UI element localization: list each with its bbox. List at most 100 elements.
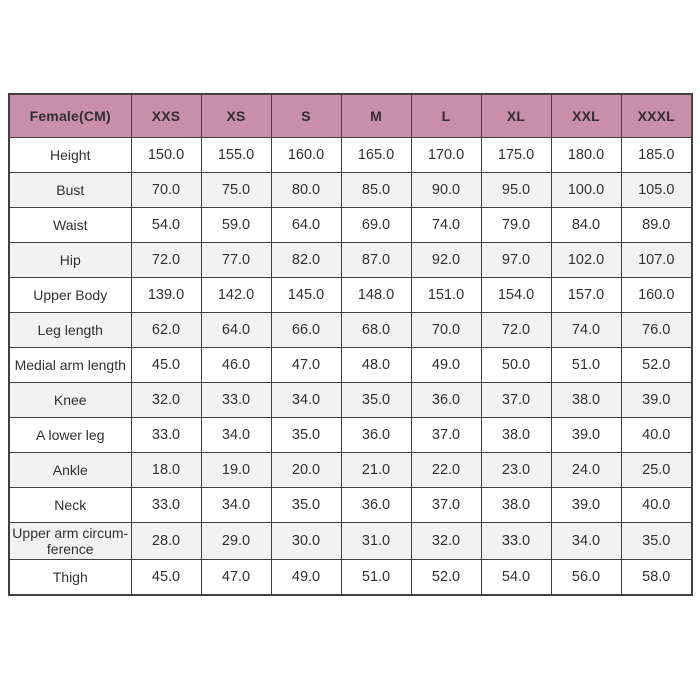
measurement-value-cell: 64.0 [270,207,342,243]
measurement-value-cell: 36.0 [410,382,482,418]
size-column-header: M [340,93,412,138]
table-row: Ankle 18.0 19.0 20.0 21.0 22.0 23.0 24.0 25.0 [8,452,693,488]
measurement-value-cell: 79.0 [480,207,552,243]
measurement-value-cell: 20.0 [270,452,342,488]
measurement-value-cell: 45.0 [130,347,202,383]
measurement-value-cell: 54.0 [480,559,552,596]
measurement-row-label: Bust [8,172,132,208]
measurement-row-label: Leg length [8,312,132,348]
measurement-value-cell: 52.0 [620,347,693,383]
measurement-value-cell: 68.0 [340,312,412,348]
measurement-value-cell: 154.0 [480,277,552,313]
measurement-value-cell: 64.0 [200,312,272,348]
table-row: Hip 72.0 77.0 82.0 87.0 92.0 97.0 102.0 107.0 [8,242,693,278]
measurement-value-cell: 35.0 [270,487,342,523]
table-body: Height 150.0 155.0 160.0 165.0 170.0 175.0 180.… [8,137,693,596]
measurement-value-cell: 180.0 [550,137,622,173]
measurement-value-cell: 160.0 [620,277,693,313]
size-column-header: XXXL [620,93,693,138]
measurement-value-cell: 170.0 [410,137,482,173]
female-size-chart-table: Female(CM) XXS XS S M L XL XXL XXXL Height 150.0 1… [8,93,693,596]
measurement-value-cell: 22.0 [410,452,482,488]
measurement-value-cell: 150.0 [130,137,202,173]
measurement-value-cell: 36.0 [340,487,412,523]
measurement-value-cell: 34.0 [200,417,272,453]
measurement-value-cell: 95.0 [480,172,552,208]
table-header-row: Female(CM) XXS XS S M L XL XXL XXXL [8,93,693,138]
measurement-value-cell: 139.0 [130,277,202,313]
measurement-value-cell: 70.0 [130,172,202,208]
measurement-value-cell: 40.0 [620,487,693,523]
measurement-value-cell: 80.0 [270,172,342,208]
measurement-value-cell: 76.0 [620,312,693,348]
measurement-value-cell: 34.0 [200,487,272,523]
size-column-header: XS [200,93,272,138]
measurement-row-label: Upper Body [8,277,132,313]
measurement-value-cell: 31.0 [340,521,412,561]
measurement-row-label: Upper arm circum- ference [8,521,132,561]
measurement-value-cell: 160.0 [270,137,342,173]
measurement-value-cell: 33.0 [480,521,552,561]
measurement-value-cell: 28.0 [130,521,202,561]
measurement-value-cell: 37.0 [410,417,482,453]
measurement-value-cell: 84.0 [550,207,622,243]
measurement-value-cell: 62.0 [130,312,202,348]
measurement-value-cell: 92.0 [410,242,482,278]
measurement-value-cell: 151.0 [410,277,482,313]
measurement-row-label: Medial arm length [8,347,132,383]
measurement-value-cell: 45.0 [130,559,202,596]
measurement-value-cell: 37.0 [410,487,482,523]
measurement-value-cell: 51.0 [340,559,412,596]
table-row: Upper arm circum- ference 28.0 29.0 30.0 31.… [8,521,693,561]
measurement-value-cell: 35.0 [340,382,412,418]
table-row: Thigh 45.0 47.0 49.0 51.0 52.0 54.0 56.0 58.0 [8,559,693,596]
measurement-value-cell: 72.0 [130,242,202,278]
measurement-value-cell: 39.0 [550,487,622,523]
measurement-value-cell: 175.0 [480,137,552,173]
table-header: Female(CM) XXS XS S M L XL XXL XXXL [8,93,693,138]
measurement-value-cell: 74.0 [550,312,622,348]
measurement-value-cell: 25.0 [620,452,693,488]
measurement-value-cell: 35.0 [270,417,342,453]
measurement-row-label: A lower leg [8,417,132,453]
measurement-value-cell: 59.0 [200,207,272,243]
measurement-value-cell: 29.0 [200,521,272,561]
measurement-value-cell: 77.0 [200,242,272,278]
measurement-value-cell: 56.0 [550,559,622,596]
measurement-value-cell: 39.0 [550,417,622,453]
size-column-header: XXL [550,93,622,138]
measurement-value-cell: 34.0 [270,382,342,418]
measurement-value-cell: 74.0 [410,207,482,243]
table-row: Waist 54.0 59.0 64.0 69.0 74.0 79.0 84.0 89.0 [8,207,693,243]
measurement-value-cell: 105.0 [620,172,693,208]
measurement-value-cell: 34.0 [550,521,622,561]
table-row: Knee 32.0 33.0 34.0 35.0 36.0 37.0 38.0 39.0 [8,382,693,418]
size-column-header: XXS [130,93,202,138]
measurement-row-label: Ankle [8,452,132,488]
size-column-header: XL [480,93,552,138]
measurement-row-label: Hip [8,242,132,278]
table-row: Medial arm length 45.0 46.0 47.0 48.0 49.0 50.… [8,347,693,383]
measurement-value-cell: 155.0 [200,137,272,173]
measurement-value-cell: 51.0 [550,347,622,383]
measurement-value-cell: 145.0 [270,277,342,313]
measurement-value-cell: 107.0 [620,242,693,278]
measurement-value-cell: 82.0 [270,242,342,278]
measurement-row-label: Waist [8,207,132,243]
measurement-value-cell: 75.0 [200,172,272,208]
measurement-value-cell: 33.0 [130,487,202,523]
measurement-value-cell: 90.0 [410,172,482,208]
measurement-value-cell: 48.0 [340,347,412,383]
measurement-value-cell: 47.0 [270,347,342,383]
measurement-value-cell: 46.0 [200,347,272,383]
measurement-value-cell: 38.0 [550,382,622,418]
measurement-value-cell: 19.0 [200,452,272,488]
measurement-value-cell: 38.0 [480,487,552,523]
measurement-value-cell: 18.0 [130,452,202,488]
size-column-header: L [410,93,482,138]
measurement-row-label: Thigh [8,559,132,596]
table-row: Leg length 62.0 64.0 66.0 68.0 70.0 72.0 74.0 76… [8,312,693,348]
measurement-value-cell: 23.0 [480,452,552,488]
table-row: Height 150.0 155.0 160.0 165.0 170.0 175.0 180.… [8,137,693,173]
